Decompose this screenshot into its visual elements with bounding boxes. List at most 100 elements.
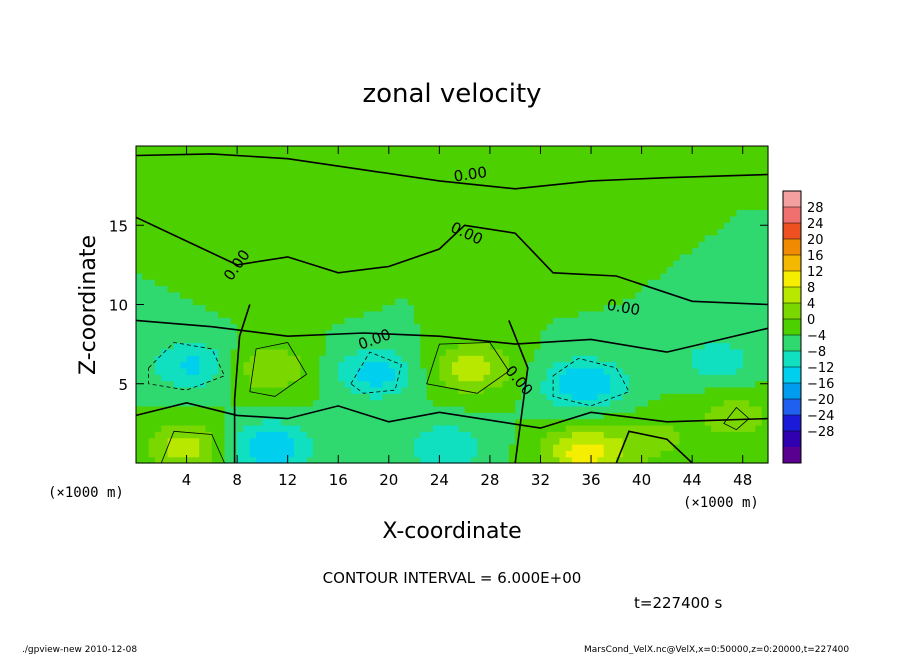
field-cell — [211, 310, 219, 318]
field-cell — [420, 323, 428, 331]
field-cell — [685, 222, 693, 230]
field-cell — [433, 329, 440, 337]
field-cell — [685, 380, 693, 388]
field-cell — [439, 456, 447, 464]
field-cell — [382, 209, 390, 217]
field-cell — [673, 393, 681, 401]
field-cell — [736, 456, 744, 464]
field-cell — [357, 348, 365, 356]
field-cell — [458, 228, 466, 236]
field-cell — [154, 450, 162, 458]
field-cell — [610, 184, 617, 191]
field-cell — [622, 247, 630, 255]
field-cell — [591, 196, 598, 204]
field-cell — [376, 310, 384, 318]
field-cell — [287, 431, 295, 439]
field-cell — [578, 234, 586, 242]
field-cell — [357, 158, 365, 166]
field-cell — [591, 367, 598, 375]
field-cell — [761, 215, 769, 223]
field-cell — [136, 355, 143, 363]
field-cell — [502, 342, 510, 350]
field-cell — [508, 228, 516, 236]
field-cell — [363, 285, 371, 293]
field-cell — [205, 418, 213, 426]
field-cell — [256, 323, 263, 331]
field-cell — [344, 247, 352, 255]
field-cell — [445, 209, 453, 217]
field-cell — [673, 196, 681, 204]
field-cell — [603, 329, 611, 337]
field-cell — [546, 342, 554, 350]
field-cell — [635, 437, 643, 445]
field-cell — [388, 247, 396, 255]
field-cell — [382, 247, 390, 255]
field-cell — [294, 456, 301, 464]
field-cell — [306, 152, 314, 160]
field-cell — [319, 291, 327, 299]
field-cell — [338, 405, 346, 413]
field-cell — [136, 298, 143, 306]
field-cell — [161, 361, 169, 369]
field-cell — [527, 234, 535, 242]
field-cell — [224, 323, 232, 331]
field-cell — [502, 279, 510, 287]
field-cell — [502, 361, 510, 369]
field-cell — [218, 431, 226, 439]
field-cell — [622, 266, 630, 274]
field-cell — [483, 443, 491, 451]
field-cell — [325, 412, 333, 420]
field-cell — [325, 184, 333, 191]
field-cell — [186, 393, 194, 401]
field-cell — [673, 386, 681, 394]
field-cell — [603, 165, 611, 172]
field-cell — [521, 171, 529, 179]
field-cell — [439, 228, 447, 236]
field-cell — [591, 361, 598, 369]
field-cell — [294, 241, 301, 249]
field-cell — [483, 247, 491, 255]
field-cell — [426, 456, 434, 464]
field-cell — [742, 355, 750, 363]
field-cell — [553, 367, 561, 375]
field-cell — [711, 323, 719, 331]
field-cell — [312, 247, 320, 255]
field-cell — [445, 456, 453, 464]
field-cell — [477, 361, 485, 369]
field-cell — [376, 418, 384, 426]
field-cell — [502, 304, 510, 312]
field-cell — [192, 380, 200, 388]
field-cell — [704, 393, 712, 401]
field-cell — [268, 317, 276, 325]
field-cell — [628, 234, 636, 242]
field-cell — [325, 260, 333, 268]
field-cell — [218, 380, 226, 388]
field-cell — [211, 228, 219, 236]
field-cell — [717, 342, 725, 350]
field-cell — [148, 272, 156, 280]
field-cell — [502, 165, 510, 172]
field-cell — [357, 450, 365, 458]
field-cell — [654, 361, 662, 369]
field-cell — [578, 215, 586, 223]
field-cell — [515, 165, 523, 172]
field-cell — [167, 374, 175, 382]
field-cell — [325, 399, 333, 407]
field-cell — [527, 291, 535, 299]
field-cell — [136, 399, 143, 407]
field-cell — [237, 456, 245, 464]
field-cell — [622, 399, 630, 407]
field-cell — [622, 146, 630, 153]
field-cell — [192, 443, 200, 451]
field-cell — [243, 424, 251, 432]
field-cell — [755, 310, 763, 318]
field-cell — [546, 336, 554, 344]
field-cell — [275, 158, 282, 166]
field-cell — [445, 304, 453, 312]
field-cell — [711, 304, 719, 312]
field-cell — [363, 399, 371, 407]
field-cell — [344, 437, 352, 445]
field-cell — [452, 228, 459, 236]
field-cell — [527, 196, 535, 204]
field-cell — [470, 342, 478, 350]
